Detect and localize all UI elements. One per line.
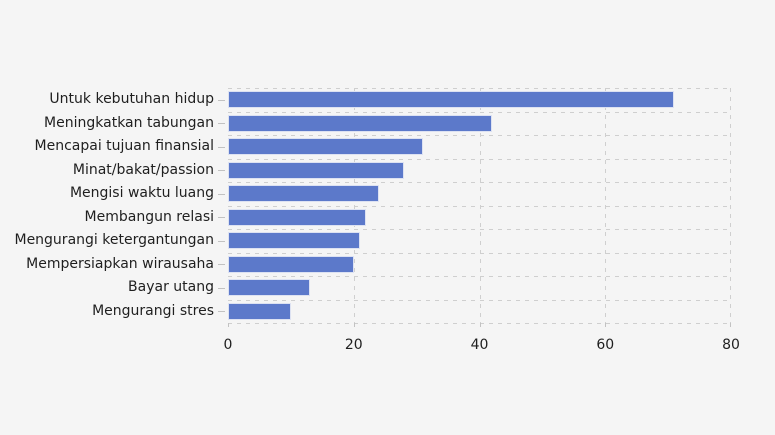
category-tick [218,264,225,266]
bar[interactable] [228,138,423,156]
x-axis-tick [479,323,481,327]
category-label: Minat/bakat/passion [72,161,214,178]
vertical-gridline [479,88,481,323]
vertical-gridline [605,88,607,323]
x-axis-tick [605,323,607,327]
bar[interactable] [228,185,379,203]
bar[interactable] [228,279,310,297]
bar[interactable] [228,161,405,179]
x-axis-tick-label: 80 [722,337,740,353]
category-label: Bayar utang [128,279,214,295]
category-tick [218,311,225,313]
category-tick [218,99,225,101]
category-tick [218,146,225,148]
category-label: Membangun relasi [84,208,214,225]
x-axis-tick [353,323,355,327]
category-tick [218,170,225,172]
category-label: Mencapai tujuan finansial [34,138,214,154]
vertical-gridline [353,88,355,323]
vertical-gridline [730,88,731,323]
bar[interactable] [228,208,367,226]
x-axis-tick-label: 40 [470,337,489,353]
category-label: Mengisi waktu luang [69,185,214,201]
bar[interactable] [228,232,361,250]
bar[interactable] [228,114,493,132]
category-tick [218,123,225,125]
bar[interactable] [228,91,675,109]
x-axis-tick-label: 60 [596,337,615,353]
plot-area [218,88,731,327]
x-axis-tick-label: 20 [344,337,363,353]
x-axis-tick-label: 0 [223,337,233,353]
bar[interactable] [228,255,354,273]
x-axis-tick [730,323,731,327]
category-label: Meningkatkan tabungan [44,114,214,131]
category-tick [218,240,225,242]
category-label: Untuk kebutuhan hidup [49,91,214,107]
category-label: Mengurangi stres [92,302,214,319]
category-tick [218,287,225,289]
bar[interactable] [228,302,291,320]
category-label: Mengurangi ketergantungan [14,232,214,248]
x-axis-tick [228,323,229,327]
category-tick [218,193,225,195]
category-label: Mempersiapkan wirausaha [26,255,214,272]
category-tick [218,217,225,219]
